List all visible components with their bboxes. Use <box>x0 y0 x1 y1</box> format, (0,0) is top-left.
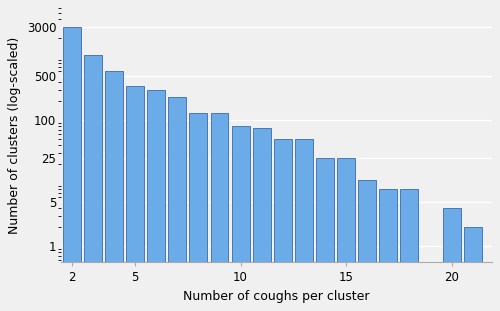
Bar <box>190 113 208 311</box>
Y-axis label: Number of clusters (log-scaled): Number of clusters (log-scaled) <box>8 37 22 234</box>
Bar <box>380 189 397 311</box>
Bar <box>316 158 334 311</box>
Bar <box>126 86 144 311</box>
Bar <box>337 158 355 311</box>
Bar <box>210 113 228 311</box>
X-axis label: Number of coughs per cluster: Number of coughs per cluster <box>183 290 370 303</box>
Bar <box>63 27 81 311</box>
Bar <box>105 71 123 311</box>
Bar <box>464 227 481 311</box>
Bar <box>252 128 270 311</box>
Bar <box>442 208 460 311</box>
Bar <box>147 90 165 311</box>
Bar <box>295 139 313 311</box>
Bar <box>400 189 418 311</box>
Bar <box>358 180 376 311</box>
Bar <box>274 139 292 311</box>
Bar <box>168 97 186 311</box>
Bar <box>232 126 250 311</box>
Bar <box>84 55 102 311</box>
